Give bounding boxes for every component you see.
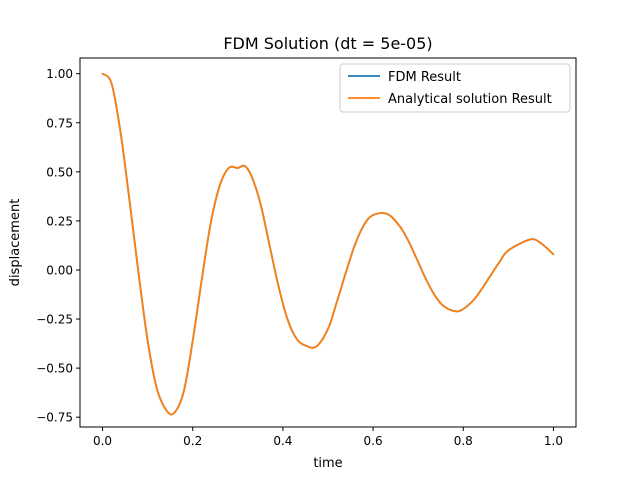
y-tick-label: 1.00 (46, 67, 73, 81)
y-axis-ticks: −0.75 −0.50 −0.25 0.00 0.25 0.50 0.75 1.00 (36, 67, 80, 425)
x-axis-ticks: 0.0 0.2 0.4 0.6 0.8 1.0 (93, 427, 563, 448)
x-tick-label: 0.8 (454, 434, 473, 448)
chart-title: FDM Solution (dt = 5e-05) (223, 34, 432, 53)
y-tick-label: −0.50 (36, 362, 73, 376)
y-tick-label: −0.25 (36, 313, 73, 327)
y-tick-label: 0.50 (46, 165, 73, 179)
x-tick-label: 1.0 (544, 434, 563, 448)
y-axis-label: displacement (8, 199, 23, 287)
series-layer (101, 72, 555, 416)
y-tick-label: −0.75 (36, 411, 73, 425)
legend-label-fdm: FDM Result (388, 70, 461, 85)
legend: FDM Result Analytical solution Result (339, 63, 571, 113)
y-tick-label: 0.75 (46, 116, 73, 130)
plot-frame (79, 57, 577, 428)
x-axis-label: time (313, 456, 342, 471)
y-tick-label: 0.25 (46, 214, 73, 228)
y-tick-label: 0.00 (46, 263, 73, 277)
legend-label-analytical: Analytical solution Result (388, 92, 552, 107)
series-line-analytical (101, 72, 555, 416)
x-tick-label: 0.6 (364, 434, 383, 448)
x-tick-label: 0.4 (273, 434, 292, 448)
x-tick-label: 0.0 (93, 434, 112, 448)
x-tick-label: 0.2 (183, 434, 202, 448)
legend-box (339, 63, 571, 113)
